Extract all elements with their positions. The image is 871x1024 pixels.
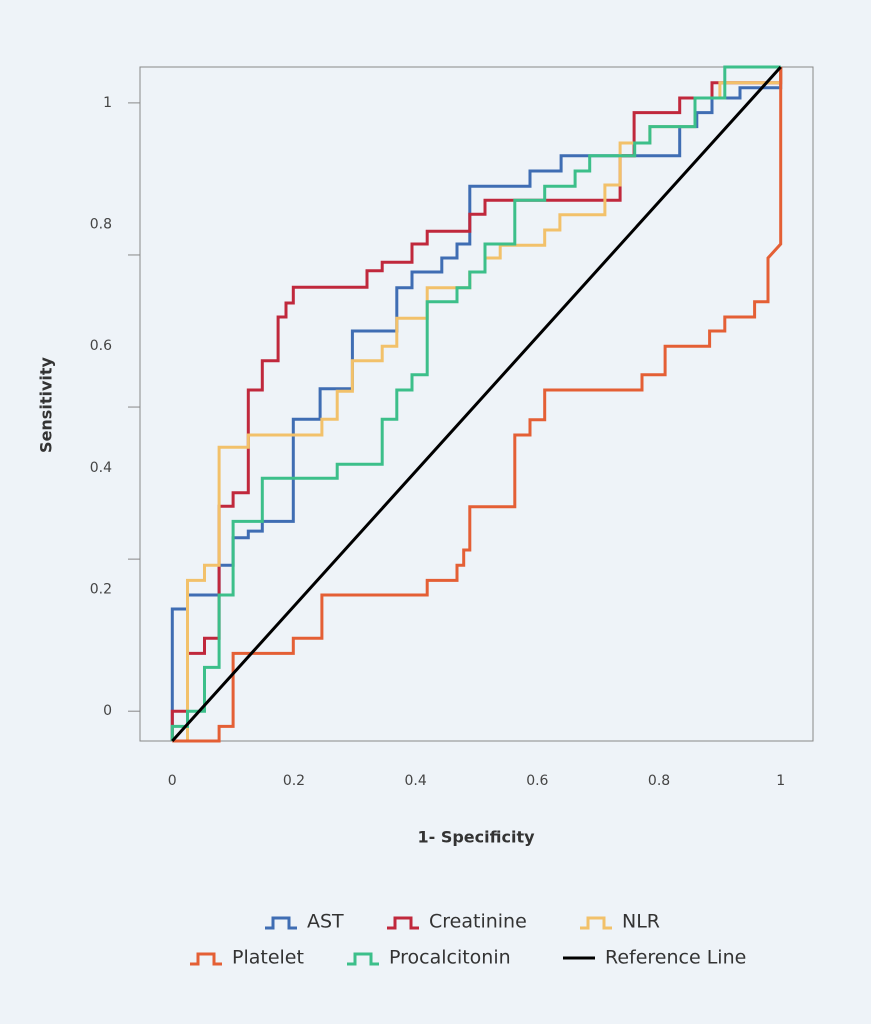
x-tick-label: 0.8 <box>648 773 670 789</box>
x-axis-label: 1- Specificity <box>417 828 535 847</box>
plot-frame <box>139 66 814 742</box>
x-tick-label: 1 <box>776 773 785 789</box>
legend-label: AST <box>307 911 344 933</box>
x-tick-label: 0.6 <box>526 773 548 789</box>
x-tick-label: 0.2 <box>283 773 305 789</box>
y-tick-label: 0.4 <box>90 460 112 476</box>
legend-label: Procalcitonin <box>389 947 511 969</box>
legend-label: NLR <box>622 911 660 933</box>
legend-label: Creatinine <box>429 911 527 933</box>
y-axis-label: Sensitivity <box>37 356 56 452</box>
legend-swatch <box>387 916 419 930</box>
legend-swatch <box>347 952 379 966</box>
legend-swatch <box>190 952 222 966</box>
legend-swatch <box>265 916 297 930</box>
legend-swatch <box>580 916 612 930</box>
y-tick-label: 1 <box>103 95 112 111</box>
x-tick-label: 0 <box>168 773 177 789</box>
roc-line <box>172 67 783 743</box>
y-tick-label: 0.2 <box>90 582 112 598</box>
y-tick-label: 0.8 <box>90 217 112 233</box>
y-tick-label: 0 <box>103 703 112 719</box>
y-tick-label: 0.6 <box>90 338 112 354</box>
legend-label: Reference Line <box>605 947 746 969</box>
roc-line <box>170 65 781 741</box>
legend-label: Platelet <box>232 947 304 969</box>
x-tick-label: 0.4 <box>405 773 427 789</box>
roc-line <box>171 65 782 743</box>
